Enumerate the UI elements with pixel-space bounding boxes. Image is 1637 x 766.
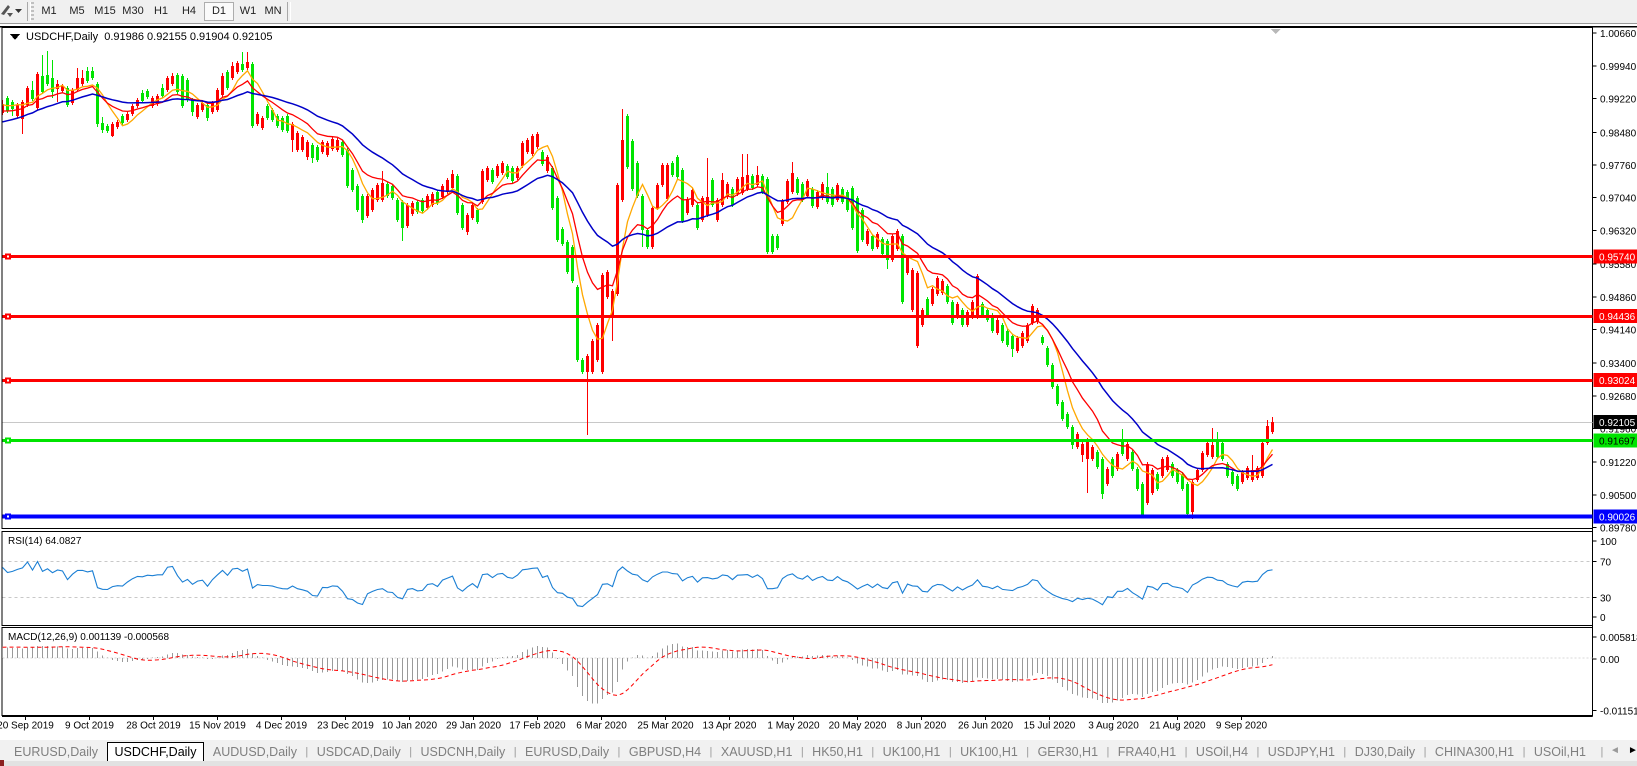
svg-text:4 Dec 2019: 4 Dec 2019 bbox=[256, 721, 308, 732]
svg-text:15 Jul 2020: 15 Jul 2020 bbox=[1024, 721, 1076, 732]
svg-text:3 Aug 2020: 3 Aug 2020 bbox=[1088, 721, 1139, 732]
svg-text:15 Nov 2019: 15 Nov 2019 bbox=[189, 721, 246, 732]
svg-text:1 May 2020: 1 May 2020 bbox=[767, 721, 820, 732]
svg-text:21 Aug 2020: 21 Aug 2020 bbox=[1149, 721, 1206, 732]
svg-text:0.90500: 0.90500 bbox=[1600, 491, 1637, 502]
svg-text:20 Sep 2019: 20 Sep 2019 bbox=[0, 721, 54, 732]
svg-text:USDCHF,Daily 0.91986 0.92155: USDCHF,Daily 0.91986 0.92155 0.91904 0.9… bbox=[26, 31, 272, 43]
svg-text:0.97760: 0.97760 bbox=[1600, 161, 1637, 172]
svg-text:0.91960: 0.91960 bbox=[1600, 425, 1637, 436]
svg-text:0.94436: 0.94436 bbox=[1599, 312, 1636, 323]
svg-text:0.97040: 0.97040 bbox=[1600, 194, 1637, 205]
svg-text:RSI(14) 64.0827: RSI(14) 64.0827 bbox=[8, 536, 82, 547]
svg-text:0.93400: 0.93400 bbox=[1600, 359, 1637, 370]
svg-text:28 Oct 2019: 28 Oct 2019 bbox=[126, 721, 181, 732]
svg-text:-0.011514: -0.011514 bbox=[1600, 707, 1637, 718]
svg-text:1.00660: 1.00660 bbox=[1600, 29, 1637, 40]
svg-text:0.94860: 0.94860 bbox=[1600, 293, 1637, 304]
svg-text:0.92680: 0.92680 bbox=[1600, 392, 1637, 403]
svg-text:0.93024: 0.93024 bbox=[1599, 376, 1636, 387]
svg-text:30: 30 bbox=[1600, 594, 1612, 605]
svg-text:9 Oct 2019: 9 Oct 2019 bbox=[65, 721, 114, 732]
svg-text:0.00: 0.00 bbox=[1600, 655, 1620, 666]
svg-text:0.005818: 0.005818 bbox=[1600, 633, 1637, 644]
svg-text:0.91220: 0.91220 bbox=[1600, 458, 1637, 469]
svg-text:0.95740: 0.95740 bbox=[1599, 252, 1636, 263]
svg-text:0.89780: 0.89780 bbox=[1600, 524, 1637, 535]
svg-text:0.94140: 0.94140 bbox=[1600, 326, 1637, 337]
svg-text:0.98480: 0.98480 bbox=[1600, 128, 1637, 139]
svg-text:26 Jun 2020: 26 Jun 2020 bbox=[958, 721, 1013, 732]
svg-text:23 Dec 2019: 23 Dec 2019 bbox=[317, 721, 374, 732]
svg-text:70: 70 bbox=[1600, 557, 1612, 568]
svg-text:0.90026: 0.90026 bbox=[1599, 513, 1636, 524]
svg-text:0.91697: 0.91697 bbox=[1599, 437, 1636, 448]
svg-text:0.92105: 0.92105 bbox=[1599, 418, 1636, 429]
svg-text:25 Mar 2020: 25 Mar 2020 bbox=[637, 721, 694, 732]
svg-text:20 May 2020: 20 May 2020 bbox=[829, 721, 887, 732]
svg-text:0.96320: 0.96320 bbox=[1600, 227, 1637, 238]
svg-text:0.99940: 0.99940 bbox=[1600, 62, 1637, 73]
svg-text:0.95580: 0.95580 bbox=[1600, 260, 1637, 271]
svg-text:100: 100 bbox=[1600, 537, 1617, 548]
svg-text:29 Jan 2020: 29 Jan 2020 bbox=[446, 721, 501, 732]
svg-text:9 Sep 2020: 9 Sep 2020 bbox=[1216, 721, 1268, 732]
svg-text:17 Feb 2020: 17 Feb 2020 bbox=[509, 721, 566, 732]
svg-text:0: 0 bbox=[1600, 613, 1606, 624]
svg-text:8 Jun 2020: 8 Jun 2020 bbox=[897, 721, 947, 732]
svg-text:13 Apr 2020: 13 Apr 2020 bbox=[703, 721, 757, 732]
svg-text:10 Jan 2020: 10 Jan 2020 bbox=[382, 721, 437, 732]
svg-text:6 Mar 2020: 6 Mar 2020 bbox=[576, 721, 627, 732]
svg-text:0.99220: 0.99220 bbox=[1600, 95, 1637, 106]
svg-text:MACD(12,26,9) 0.001139 -0.0005: MACD(12,26,9) 0.001139 -0.000568 bbox=[8, 632, 169, 643]
